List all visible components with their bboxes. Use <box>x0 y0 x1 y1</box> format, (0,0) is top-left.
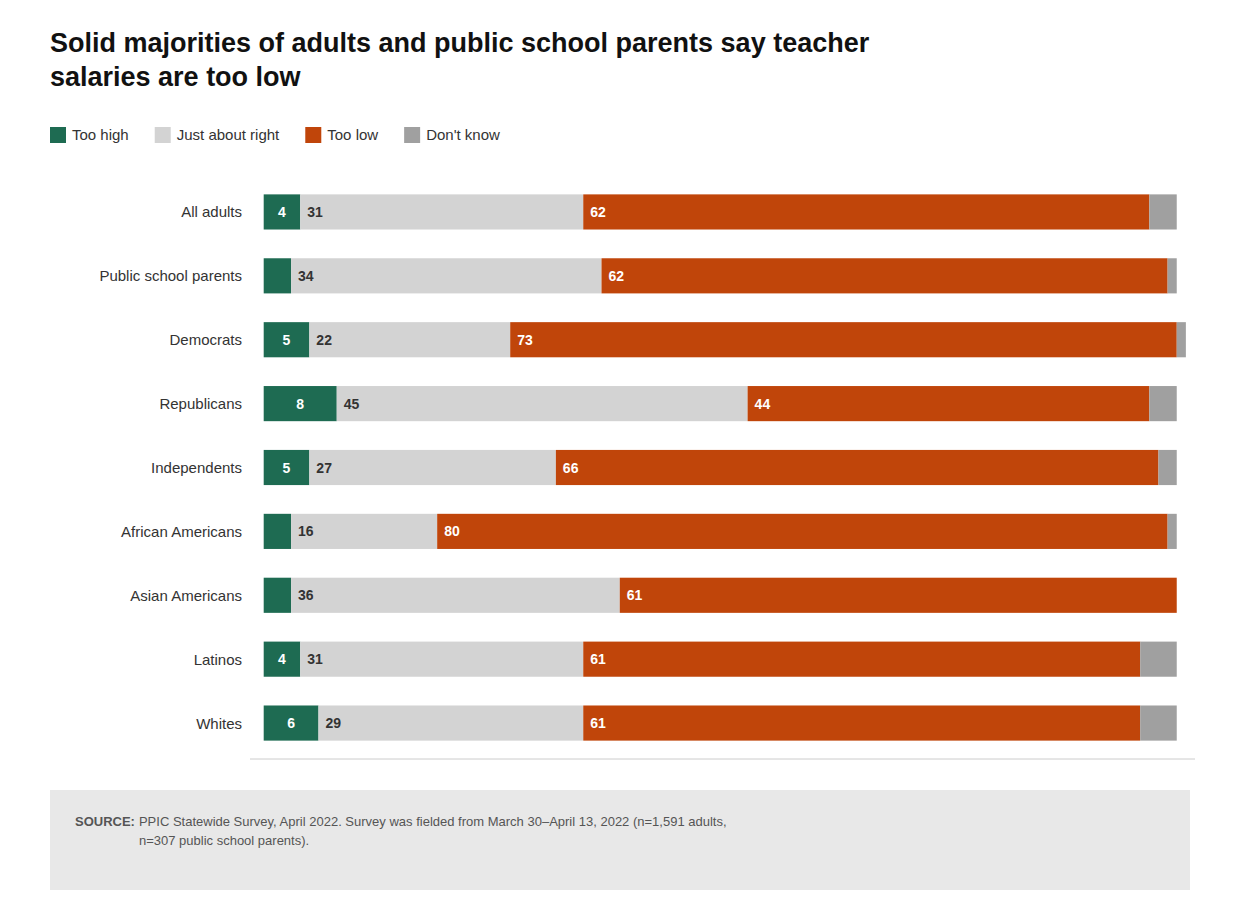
legend-swatch <box>50 127 66 143</box>
data-label: 61 <box>590 651 606 667</box>
legend-swatch <box>155 127 171 143</box>
bar-segment <box>337 386 748 421</box>
bar-segment <box>309 322 510 357</box>
data-label: 27 <box>316 460 332 476</box>
bar-segment <box>264 514 291 549</box>
category-label: Democrats <box>169 331 242 348</box>
bar-segment <box>264 578 291 613</box>
bar-segment <box>556 450 1159 485</box>
title: Solid majorities of adults and public sc… <box>50 28 870 92</box>
legend-label: Too high <box>72 126 129 143</box>
text-line: Solid majorities of adults and public sc… <box>50 28 870 58</box>
legend: Too high Just about right Too low Don't kno… <box>50 126 500 143</box>
bar-segment <box>264 642 301 677</box>
bar-segment <box>1168 514 1177 549</box>
category-label: Latinos <box>194 651 242 668</box>
data-label: 29 <box>325 715 341 731</box>
bar-segment <box>583 194 1149 229</box>
bar-segment <box>264 322 310 357</box>
bar-segment <box>1168 258 1177 293</box>
data-label: 44 <box>755 396 771 412</box>
bar-segment <box>510 322 1177 357</box>
chart: Solid majorities of adults and public sc… <box>0 0 1240 918</box>
source-text: PPIC Statewide Survey, April 2022. Surve… <box>139 814 727 848</box>
bar-segment <box>1140 642 1177 677</box>
data-label: 73 <box>517 332 533 348</box>
bar-segment <box>583 642 1140 677</box>
bar-segment <box>264 450 310 485</box>
bar-segment <box>1149 194 1176 229</box>
source-label: SOURCE: <box>75 814 135 829</box>
data-labels: 4 31 62 34 62 5 22 73 8 45 44 5 27 66 16 80 36 61 4 31 61 6 29… <box>278 204 770 731</box>
data-label: 16 <box>298 523 314 539</box>
category-label: All adults <box>181 203 242 220</box>
bar-segment <box>1158 450 1176 485</box>
bar-segment <box>583 705 1140 740</box>
data-label: 8 <box>296 396 304 412</box>
data-label: 45 <box>344 396 360 412</box>
data-label: 5 <box>283 460 291 476</box>
category-label: African Americans <box>121 523 242 540</box>
data-label: 6 <box>287 715 295 731</box>
legend-swatch <box>305 127 321 143</box>
data-label: 4 <box>278 651 286 667</box>
bar-segment <box>1149 386 1176 421</box>
data-label: 61 <box>627 587 643 603</box>
data-label: 34 <box>298 268 314 284</box>
bar-segment <box>300 194 583 229</box>
bar-segment <box>309 450 556 485</box>
legend-swatch <box>404 127 420 143</box>
data-label: 31 <box>307 204 323 220</box>
text-line: salaries are too low <box>50 62 302 92</box>
bar-segment <box>264 258 291 293</box>
data-label: 66 <box>563 460 579 476</box>
bar-segment <box>264 386 337 421</box>
data-label: 31 <box>307 651 323 667</box>
data-label: 4 <box>278 204 286 220</box>
bar-segment <box>264 194 301 229</box>
bar-segment <box>291 578 620 613</box>
bar-segment <box>1140 705 1177 740</box>
bar-segment <box>1176 578 1177 613</box>
data-label: 5 <box>283 332 291 348</box>
x-axis-line <box>250 759 1195 760</box>
text-line: n=307 public school parents). <box>139 833 309 848</box>
data-label: 36 <box>298 587 314 603</box>
data-label: 62 <box>590 204 606 220</box>
category-label: Independents <box>151 459 242 476</box>
category-label: Whites <box>196 715 242 732</box>
data-label: 22 <box>316 332 332 348</box>
bar-segment <box>291 258 601 293</box>
category-label: Republicans <box>159 395 242 412</box>
bar-segment <box>748 386 1150 421</box>
bar-segment <box>1177 322 1186 357</box>
source-box: SOURCE: PPIC Statewide Survey, April 202… <box>50 790 1190 890</box>
legend-label: Too low <box>327 126 378 143</box>
category-label: Public school parents <box>99 267 242 284</box>
legend-label: Just about right <box>177 126 280 143</box>
source-background <box>50 790 1190 890</box>
text-line: PPIC Statewide Survey, April 2022. Surve… <box>139 814 727 829</box>
category-label: Asian Americans <box>130 587 242 604</box>
data-label: 80 <box>444 523 460 539</box>
bar-segment <box>264 705 319 740</box>
data-label: 61 <box>590 715 606 731</box>
legend-label: Don't know <box>426 126 500 143</box>
bar-segment <box>437 514 1167 549</box>
bar-segment <box>602 258 1168 293</box>
data-label: 62 <box>609 268 625 284</box>
bar-segment <box>620 578 1177 613</box>
bars <box>264 194 1186 740</box>
bar-segment <box>291 514 437 549</box>
bar-segment <box>300 642 583 677</box>
bar-segment <box>318 705 583 740</box>
